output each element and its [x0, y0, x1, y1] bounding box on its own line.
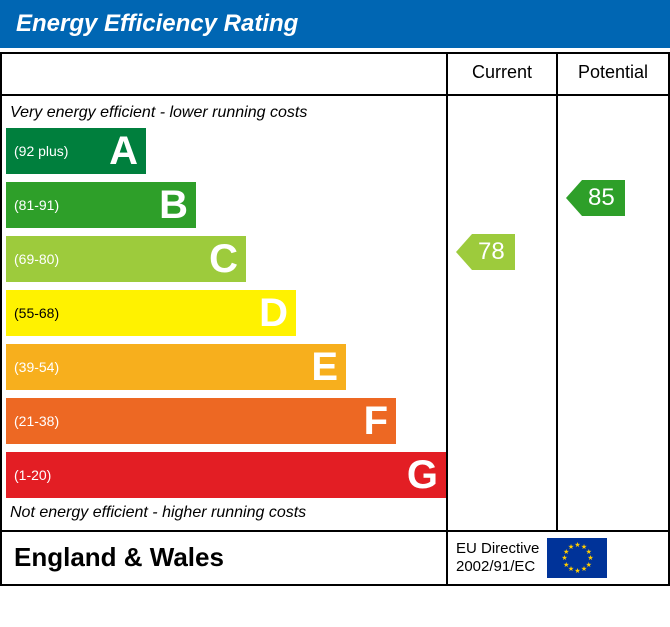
- eu-star-icon: ★: [574, 541, 580, 549]
- band-row-f: (21-38) F: [2, 394, 446, 448]
- eu-star-icon: ★: [568, 543, 574, 551]
- band-letter-g: G: [407, 453, 438, 498]
- eu-star-icon: ★: [574, 567, 580, 575]
- band-range-e: (39-54): [6, 359, 59, 375]
- arrow-tip-icon: [566, 180, 582, 216]
- note-top: Very energy efficient - lower running co…: [2, 102, 446, 124]
- band-bar-b: (81-91) B: [6, 182, 196, 228]
- band-range-c: (69-80): [6, 251, 59, 267]
- band-row-g: (1-20) G: [2, 448, 446, 502]
- band-row-c: (69-80) C: [2, 232, 446, 286]
- band-row-b: (81-91) B: [2, 178, 446, 232]
- band-letter-f: F: [364, 399, 388, 444]
- eu-star-icon: ★: [581, 565, 587, 573]
- bands-area: Very energy efficient - lower running co…: [2, 96, 448, 530]
- band-range-f: (21-38): [6, 413, 59, 429]
- directive-text: EU Directive 2002/91/EC: [456, 540, 539, 576]
- band-row-a: (92 plus) A: [2, 124, 446, 178]
- col-potential-header: Potential: [558, 54, 668, 94]
- band-bar-a: (92 plus) A: [6, 128, 146, 174]
- band-row-d: (55-68) D: [2, 286, 446, 340]
- directive-line2: 2002/91/EC: [456, 558, 539, 576]
- footer-region: England & Wales: [2, 532, 448, 584]
- band-bar-c: (69-80) C: [6, 236, 246, 282]
- band-letter-d: D: [259, 291, 288, 336]
- header-row: Current Potential: [2, 54, 668, 96]
- footer-directive: EU Directive 2002/91/EC ★★★★★★★★★★★★: [448, 532, 668, 584]
- band-bar-d: (55-68) D: [6, 290, 296, 336]
- directive-line1: EU Directive: [456, 540, 539, 558]
- rating-current-arrow: 78: [456, 234, 515, 270]
- arrow-tip-icon: [456, 234, 472, 270]
- band-bar-f: (21-38) F: [6, 398, 396, 444]
- chart-title: Energy Efficiency Rating: [0, 0, 670, 48]
- band-letter-a: A: [109, 129, 138, 174]
- note-bottom: Not energy efficient - higher running co…: [2, 502, 446, 524]
- header-spacer: [2, 54, 448, 94]
- rating-current-value: 78: [472, 234, 515, 270]
- chart-body: Current Potential Very energy efficient …: [0, 52, 670, 586]
- band-range-b: (81-91): [6, 197, 59, 213]
- band-bar-e: (39-54) E: [6, 344, 346, 390]
- band-range-g: (1-20): [6, 467, 51, 483]
- col-potential: 85: [558, 96, 668, 530]
- eu-flag-icon: ★★★★★★★★★★★★: [547, 538, 607, 578]
- band-bar-g: (1-20) G: [6, 452, 446, 498]
- band-range-d: (55-68): [6, 305, 59, 321]
- footer-row: England & Wales EU Directive 2002/91/EC …: [2, 530, 668, 584]
- band-letter-c: C: [209, 237, 238, 282]
- band-range-a: (92 plus): [6, 143, 68, 159]
- rating-potential-value: 85: [582, 180, 625, 216]
- epc-chart: Energy Efficiency Rating Current Potenti…: [0, 0, 670, 586]
- bands-row: Very energy efficient - lower running co…: [2, 96, 668, 530]
- band-letter-e: E: [311, 345, 338, 390]
- band-row-e: (39-54) E: [2, 340, 446, 394]
- band-letter-b: B: [159, 183, 188, 228]
- col-current-header: Current: [448, 54, 558, 94]
- rating-potential-arrow: 85: [566, 180, 625, 216]
- col-current: 78: [448, 96, 558, 530]
